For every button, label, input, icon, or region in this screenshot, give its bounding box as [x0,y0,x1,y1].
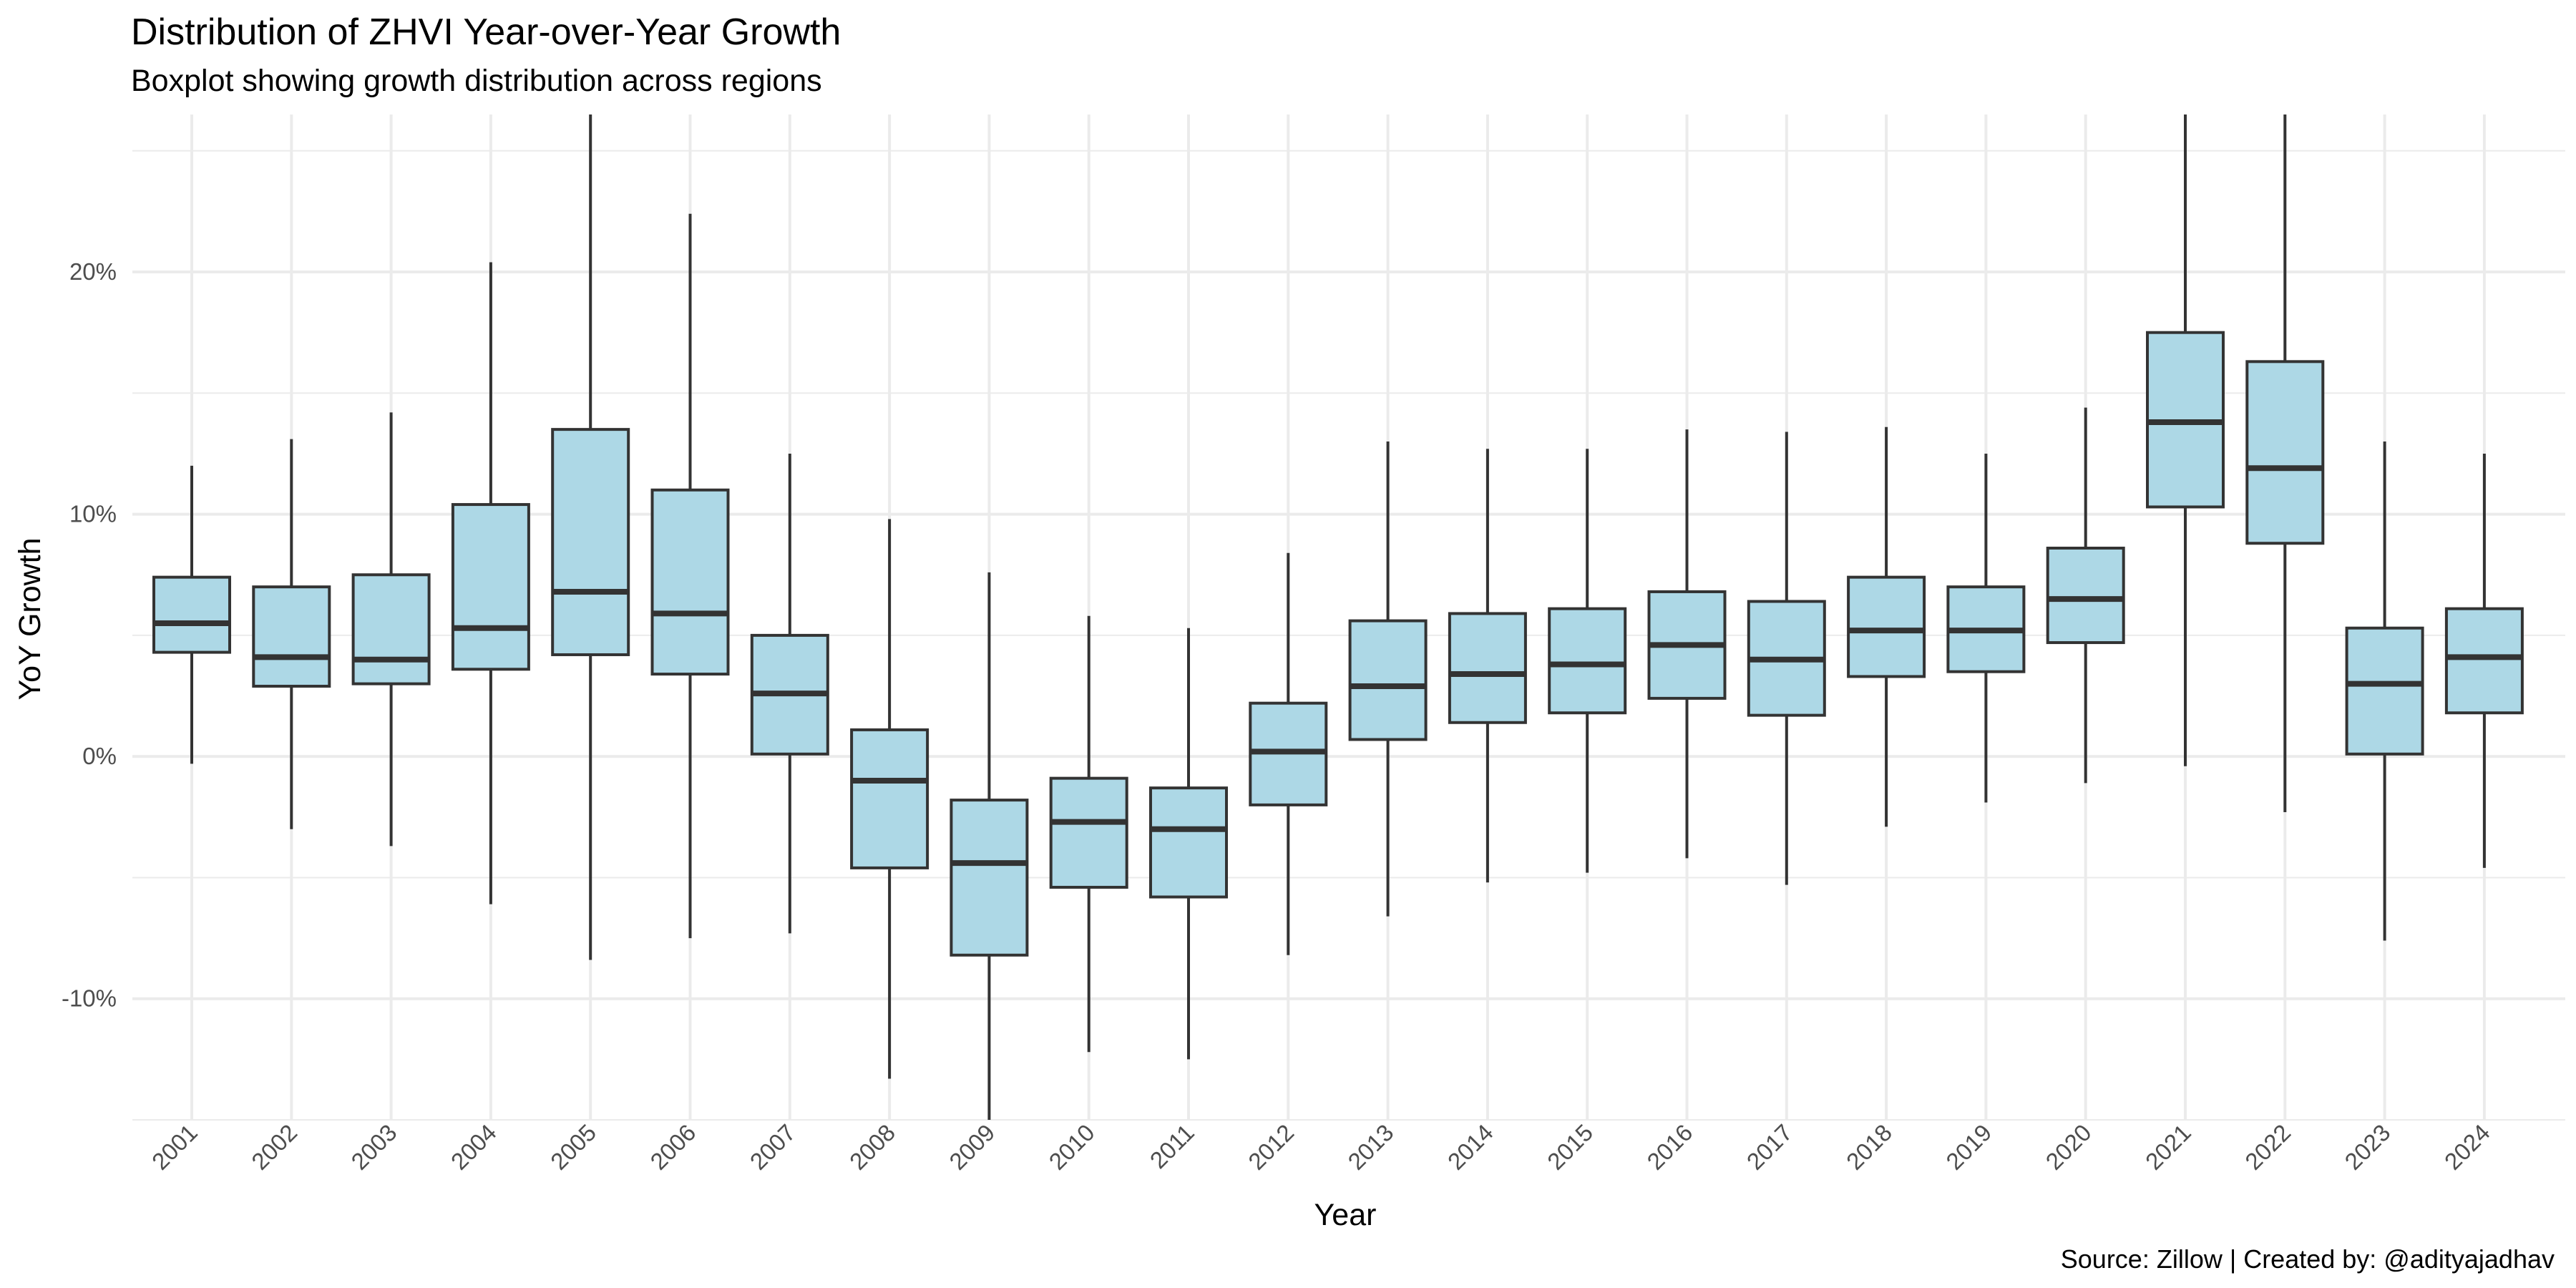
x-tick-label: 2018 [1841,1119,1897,1175]
box-iqr [1149,786,1228,899]
x-tick-label: 2010 [1044,1119,1100,1175]
box-iqr [850,728,930,869]
chart-title: Distribution of ZHVI Year-over-Year Grow… [131,11,841,53]
y-tick-label: 10% [69,501,117,527]
box-iqr [1049,776,1128,889]
box-2010 [1049,615,1128,1053]
x-tick-label: 2024 [2439,1119,2495,1175]
chart-caption: Source: Zillow | Created by: @adityajadh… [2060,1244,2555,1274]
x-tick-label: 2017 [1742,1119,1797,1175]
x-tick-label: 2009 [944,1119,1000,1175]
box-iqr [2444,607,2524,715]
box-iqr [2345,626,2424,756]
box-2003 [351,412,431,847]
x-tick-label: 2003 [346,1119,401,1175]
box-2009 [950,572,1029,1120]
box-2005 [551,114,630,960]
box-iqr [351,573,431,686]
x-tick-label: 2019 [1941,1119,1996,1175]
box-iqr [950,799,1029,957]
box-iqr [2245,360,2325,545]
box-2017 [1747,431,1826,885]
x-tick-label: 2001 [147,1119,203,1175]
x-axis-title: Year [1314,1198,1377,1232]
x-tick-label: 2012 [1243,1119,1299,1175]
x-tick-label: 2005 [545,1119,601,1175]
x-tick-label: 2016 [1641,1119,1697,1175]
box-2015 [1548,449,1627,873]
box-iqr [1847,575,1926,678]
x-tick-label: 2013 [1342,1119,1398,1175]
box-2001 [152,465,231,764]
box-2004 [451,262,530,904]
box-2013 [1348,441,1428,917]
box-iqr [451,503,530,671]
y-tick-label: -10% [62,985,117,1012]
x-tick-label: 2008 [844,1119,900,1175]
box-iqr [1548,607,1627,715]
box-2022 [2245,114,2325,813]
box-iqr [650,488,730,676]
box-iqr [2046,547,2125,645]
x-tick-label: 2007 [745,1119,801,1175]
x-tick-label: 2015 [1542,1119,1598,1175]
x-tick-label: 2014 [1443,1119,1498,1175]
box-2019 [1946,453,2026,803]
box-2016 [1647,429,1727,859]
box-2002 [252,439,331,829]
x-tick-label: 2022 [2240,1119,2296,1175]
box-iqr [551,428,630,656]
box-2018 [1847,426,1926,827]
x-tick-labels: 2001 2002 2003 2004 2005 2006 2007 2008 2009 2010… [147,1119,2495,1175]
x-tick-label: 2002 [246,1119,302,1175]
chart-subtitle: Boxplot showing growth distribution acro… [131,64,822,98]
box-2020 [2046,407,2125,784]
box-iqr [152,575,231,654]
box-iqr [252,585,331,688]
box-iqr [1348,619,1428,741]
y-tick-label: 0% [82,743,117,769]
x-tick-label: 2021 [2140,1119,2196,1175]
box-2021 [2146,114,2225,766]
box-2012 [1249,552,1328,955]
box-2011 [1149,628,1228,1060]
y-tick-label: 20% [69,258,117,285]
box-2023 [2345,441,2424,941]
x-tick-label: 2004 [446,1119,502,1175]
box-2014 [1448,449,1527,883]
y-axis-title: YoY Growth [13,537,47,700]
x-tick-label: 2006 [645,1119,701,1175]
x-tick-label: 2020 [2041,1119,2097,1175]
boxes [152,114,2524,1120]
x-tick-label: 2023 [2339,1119,2395,1175]
box-2024 [2444,453,2524,868]
box-2008 [850,519,930,1079]
box-2007 [750,453,829,934]
y-tick-labels: -10% 0% 10% 20% [62,258,117,1012]
x-tick-label: 2011 [1145,1119,1199,1174]
box-2006 [650,213,730,939]
box-iqr [1448,612,1527,724]
